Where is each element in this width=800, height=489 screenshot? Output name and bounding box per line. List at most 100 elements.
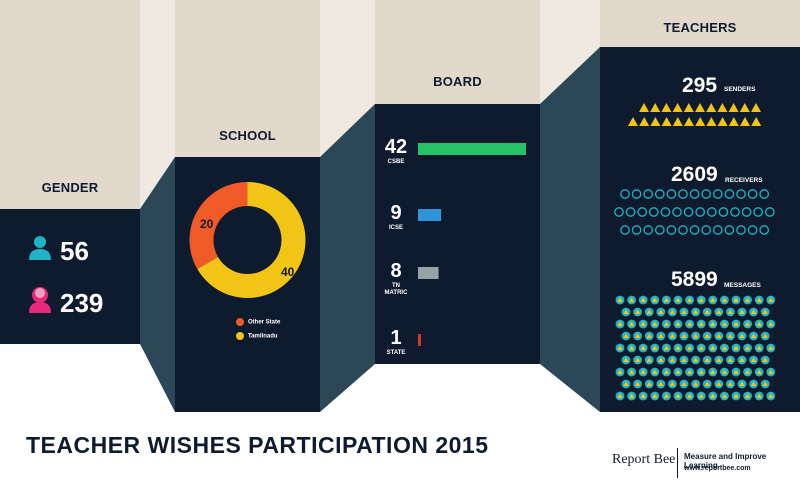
message-triangle-icon <box>617 321 623 326</box>
message-triangle-icon <box>652 369 658 374</box>
legend-tamilnadu-swatch <box>236 332 244 340</box>
message-triangle-icon <box>721 369 727 374</box>
receiver-circle-icon <box>683 207 694 217</box>
message-triangle-icon <box>687 369 693 374</box>
school-donut-chart <box>189 181 306 298</box>
message-triangle-icon <box>687 345 693 350</box>
receiver-circle-icon <box>747 225 758 235</box>
board-value-tn-matric: 8 <box>390 260 402 282</box>
message-triangle-icon <box>768 321 774 326</box>
message-triangle-icon <box>739 357 745 362</box>
sender-triangle-icon <box>672 103 683 112</box>
message-triangle-icon <box>733 345 739 350</box>
message-triangle-icon <box>652 297 658 302</box>
message-triangle-icon <box>710 345 716 350</box>
receiver-circle-icon <box>764 207 775 217</box>
message-triangle-icon <box>716 381 722 386</box>
message-triangle-icon <box>704 333 710 338</box>
receiver-circle-icon <box>614 207 624 217</box>
donut-label-other-state: 20 <box>200 217 214 231</box>
legend-other-state-swatch <box>236 318 244 326</box>
message-triangle-icon <box>710 297 716 302</box>
message-triangle-icon <box>693 309 699 314</box>
receiver-circle-icon <box>701 225 712 235</box>
fold-dark-3 <box>540 47 600 412</box>
receiver-circle-icon <box>741 207 752 217</box>
receivers-label: RECEIVERS <box>725 177 763 184</box>
message-triangle-icon <box>698 321 704 326</box>
receiver-circle-icon <box>643 225 654 235</box>
message-triangle-icon <box>652 345 658 350</box>
message-triangle-icon <box>739 309 745 314</box>
messages-icon-grid <box>615 295 776 401</box>
message-triangle-icon <box>623 381 629 386</box>
legend-other-state: Other State <box>236 318 280 326</box>
sender-triangle-icon <box>740 117 750 126</box>
receiver-circle-icon <box>637 207 648 217</box>
teachers-header-strip <box>600 0 800 47</box>
sender-triangle-icon <box>684 117 694 126</box>
message-triangle-icon <box>640 321 646 326</box>
message-triangle-icon <box>669 333 675 338</box>
message-triangle-icon <box>652 393 658 398</box>
fold-dark-1 <box>140 157 175 412</box>
sender-triangle-icon <box>639 103 649 112</box>
message-triangle-icon <box>681 381 687 386</box>
message-triangle-icon <box>704 357 710 362</box>
page-title: TEACHER WISHES PARTICIPATION 2015 <box>26 432 489 458</box>
message-triangle-icon <box>721 345 727 350</box>
message-triangle-icon <box>669 381 675 386</box>
message-triangle-icon <box>640 345 646 350</box>
fold-light-2 <box>320 0 375 157</box>
message-triangle-icon <box>751 357 757 362</box>
board-value-state: 1 <box>390 327 402 349</box>
message-triangle-icon <box>733 297 739 302</box>
fold-light-3 <box>540 0 600 104</box>
message-triangle-icon <box>721 393 727 398</box>
message-triangle-icon <box>623 333 629 338</box>
receiver-circle-icon <box>730 207 740 217</box>
donut-slice-other-state <box>189 181 248 269</box>
message-triangle-icon <box>727 357 733 362</box>
message-triangle-icon <box>681 333 687 338</box>
board-bar-csbe <box>418 143 526 155</box>
message-triangle-icon <box>716 309 722 314</box>
receiver-circle-icon <box>660 207 671 217</box>
sender-triangle-icon <box>683 103 694 112</box>
message-triangle-icon <box>646 333 652 338</box>
message-triangle-icon <box>768 345 774 350</box>
receiver-circle-icon <box>759 189 770 199</box>
message-triangle-icon <box>629 297 635 302</box>
message-triangle-icon <box>756 297 762 302</box>
message-triangle-icon <box>693 357 699 362</box>
message-triangle-icon <box>751 333 757 338</box>
message-triangle-icon <box>617 297 623 302</box>
message-triangle-icon <box>716 357 722 362</box>
gender-header: GENDER <box>41 180 99 195</box>
message-triangle-icon <box>623 357 629 362</box>
message-triangle-icon <box>745 345 751 350</box>
message-triangle-icon <box>721 297 727 302</box>
message-triangle-icon <box>687 321 693 326</box>
receiver-circle-icon <box>747 189 758 199</box>
senders-icon-grid <box>628 103 762 126</box>
gender-header-strip <box>0 0 140 209</box>
message-triangle-icon <box>716 333 722 338</box>
receiver-circle-icon <box>631 189 642 199</box>
message-triangle-icon <box>687 393 693 398</box>
message-triangle-icon <box>704 381 710 386</box>
receiver-circle-icon <box>706 207 717 217</box>
message-triangle-icon <box>762 357 768 362</box>
message-triangle-icon <box>756 393 762 398</box>
message-triangle-icon <box>623 309 629 314</box>
messages-label: MESSAGES <box>724 282 761 289</box>
gender-panel <box>0 209 140 344</box>
female-user-icon <box>29 287 51 313</box>
senders-label: SENDERS <box>724 86 756 93</box>
message-triangle-icon <box>617 369 623 374</box>
receiver-circle-icon <box>678 225 688 235</box>
message-triangle-icon <box>768 369 774 374</box>
message-triangle-icon <box>635 357 641 362</box>
male-user-icon <box>29 236 51 260</box>
